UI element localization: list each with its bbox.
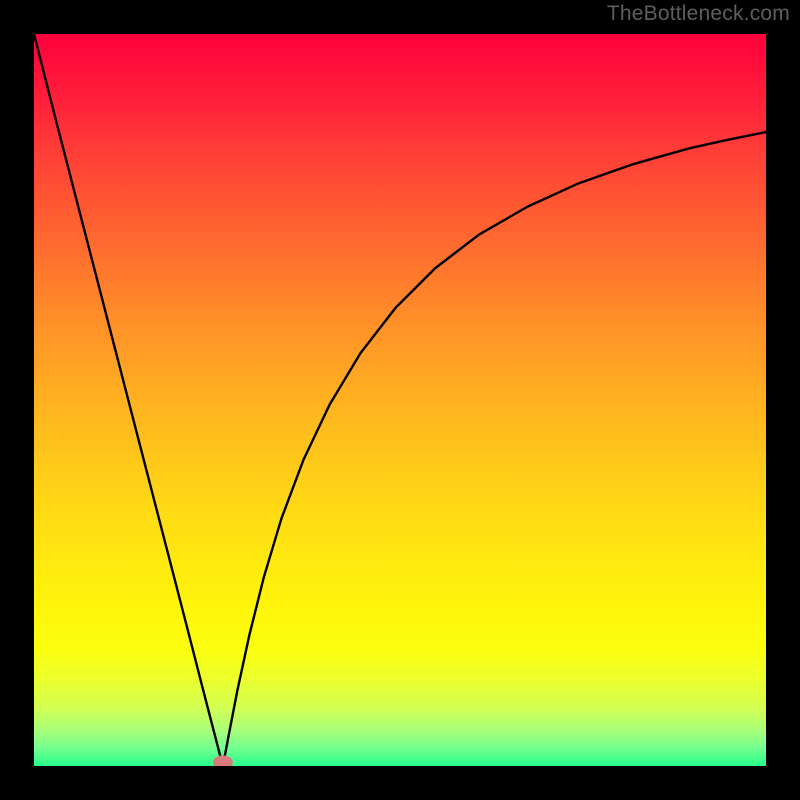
minimum-marker [213, 755, 233, 766]
chart-frame: TheBottleneck.com [0, 0, 800, 800]
watermark-text: TheBottleneck.com [607, 2, 790, 26]
plot-area [34, 34, 766, 766]
bottleneck-curve [34, 34, 766, 766]
curve-path [34, 34, 766, 766]
